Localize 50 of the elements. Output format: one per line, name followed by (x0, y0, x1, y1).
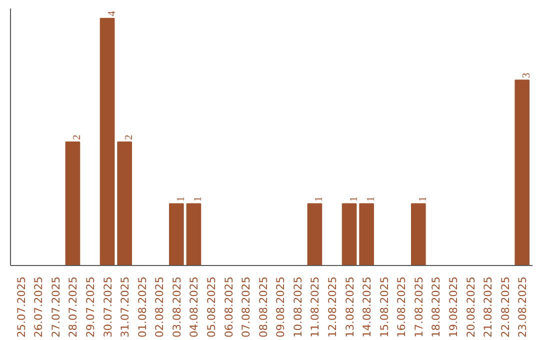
x-tick-label: 11.08.2025 (308, 276, 322, 338)
data-label: 1 (193, 196, 204, 202)
data-label: 1 (418, 196, 429, 202)
bar (342, 203, 357, 266)
bar (117, 141, 132, 266)
x-tick-label: 14.08.2025 (360, 276, 374, 338)
data-label: 3 (522, 72, 533, 78)
x-tick-label: 25.07.2025 (14, 276, 28, 338)
bar (186, 203, 202, 266)
data-label: 2 (124, 134, 136, 140)
bar (65, 141, 80, 266)
x-tick-label: 03.08.2025 (170, 276, 184, 338)
bar (514, 80, 530, 266)
x-tick-label: 08.08.2025 (256, 276, 270, 338)
x-tick-label: 19.08.2025 (446, 276, 460, 338)
x-tick-label: 05.08.2025 (205, 276, 218, 338)
x-tick-label: 16.08.2025 (395, 276, 408, 338)
data-label: 1 (366, 196, 378, 202)
x-tick-label: 01.08.2025 (136, 276, 149, 338)
x-tick-label: 02.08.2025 (153, 276, 166, 338)
x-tick-label: 10.08.2025 (291, 276, 304, 338)
x-tick-label: 31.07.2025 (118, 276, 132, 338)
bar (359, 203, 374, 266)
data-label: 1 (314, 196, 326, 202)
bar (307, 203, 322, 266)
bar (169, 203, 184, 266)
x-tick-label: 12.08.2025 (326, 276, 339, 338)
data-label: 2 (72, 134, 84, 140)
x-tick-label: 26.07.2025 (32, 276, 46, 338)
bar (100, 18, 115, 266)
x-tick-label: 18.08.2025 (430, 276, 443, 338)
x-tick-label: 23.08.2025 (516, 276, 530, 338)
x-tick-label: 27.07.2025 (49, 276, 62, 338)
x-tick-label: 28.07.2025 (66, 276, 80, 338)
x-tick-label: 21.08.2025 (482, 276, 495, 338)
x-tick-label: 07.08.2025 (240, 276, 253, 338)
x-tick-label: 06.08.2025 (222, 276, 236, 338)
x-tick-label: 17.08.2025 (412, 276, 426, 338)
x-tick-label: 20.08.2025 (464, 276, 478, 338)
x-tick-label: 30.07.2025 (101, 276, 114, 338)
x-tick-label: 13.08.2025 (343, 276, 356, 338)
x-tick-label: 22.08.2025 (498, 276, 512, 338)
x-tick-label: 09.08.2025 (274, 276, 288, 338)
x-tick-label: 29.07.2025 (84, 276, 98, 338)
data-label: 1 (348, 196, 360, 202)
x-tick-label: 04.08.2025 (188, 276, 201, 338)
data-label: 1 (176, 196, 187, 202)
bar (411, 203, 426, 266)
data-label: 4 (106, 10, 118, 16)
x-tick-label: 15.08.2025 (378, 276, 391, 338)
